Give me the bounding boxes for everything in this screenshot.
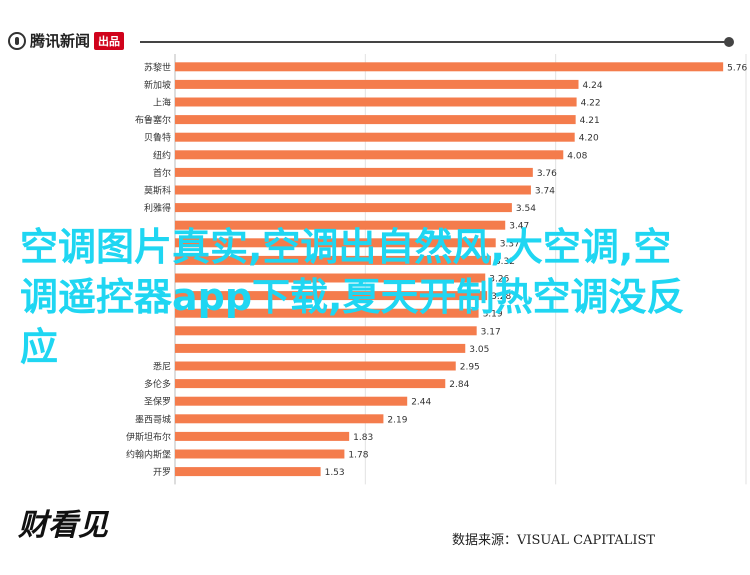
category-label-1: 新加坡 bbox=[144, 79, 171, 91]
category-label-20: 墨西哥城 bbox=[135, 414, 171, 425]
value-label-11: 3.32 bbox=[495, 257, 515, 267]
header-rule bbox=[140, 41, 730, 43]
category-label-3: 布鲁塞尔 bbox=[135, 114, 171, 126]
source-note: 数据来源：VISUAL CAPITALIST bbox=[452, 533, 656, 548]
category-label-7: 莫斯科 bbox=[144, 185, 171, 197]
category-label-23: 开罗 bbox=[153, 467, 171, 478]
value-label-15: 3.17 bbox=[481, 327, 501, 337]
bar-2 bbox=[175, 97, 577, 107]
value-label-3: 4.21 bbox=[580, 116, 600, 126]
bar-12 bbox=[175, 273, 486, 283]
value-label-8: 3.54 bbox=[516, 204, 536, 214]
value-label-6: 3.76 bbox=[537, 169, 557, 179]
value-label-12: 3.26 bbox=[489, 275, 509, 285]
value-label-17: 2.95 bbox=[460, 363, 480, 373]
value-label-21: 1.83 bbox=[353, 433, 373, 443]
category-label-5: 纽约 bbox=[153, 149, 171, 161]
bar-20 bbox=[175, 414, 384, 424]
bar-15 bbox=[175, 326, 477, 336]
value-label-18: 2.84 bbox=[449, 380, 469, 390]
value-label-0: 5.76 bbox=[727, 63, 747, 73]
tencent-news-logo: 腾讯新闻 出品 bbox=[8, 30, 125, 51]
value-label-2: 4.22 bbox=[581, 99, 601, 109]
logo-badge: 出品 bbox=[94, 31, 125, 50]
value-label-20: 2.19 bbox=[387, 415, 407, 425]
x-tick-label-2: 4 bbox=[553, 489, 559, 490]
value-label-22: 1.78 bbox=[348, 451, 368, 461]
category-label-6: 首尔 bbox=[153, 167, 171, 179]
value-label-10: 3.37 bbox=[500, 239, 520, 249]
category-label-18: 多伦多 bbox=[144, 378, 171, 390]
bar-chart: 5.76 苏黎世 4.24 新加坡 4.22 上海 4.21 布鲁塞尔 4.20 贝鲁特 4.08 纽… bbox=[126, 54, 747, 490]
bar-9 bbox=[175, 220, 506, 230]
bar-8 bbox=[175, 203, 512, 213]
caikanjian-logo: 财看见 bbox=[18, 508, 108, 543]
value-label-16: 3.05 bbox=[469, 345, 489, 355]
category-label-19: 圣保罗 bbox=[144, 396, 171, 408]
bar-18 bbox=[175, 379, 446, 389]
bar-10 bbox=[175, 238, 496, 248]
value-label-1: 4.24 bbox=[583, 81, 603, 91]
category-label-4: 贝鲁特 bbox=[144, 132, 171, 144]
bar-5 bbox=[175, 150, 564, 160]
bar-7 bbox=[175, 185, 531, 195]
bar-21 bbox=[175, 431, 350, 441]
header-rule-dot bbox=[724, 37, 734, 47]
value-label-23: 1.53 bbox=[325, 468, 345, 478]
bar-22 bbox=[175, 449, 345, 459]
value-label-9: 3.47 bbox=[509, 222, 529, 232]
category-label-17: 悉尼 bbox=[153, 361, 171, 373]
value-label-14: 3.19 bbox=[483, 310, 503, 320]
bar-23 bbox=[175, 467, 321, 477]
x-tick-label-0: 0 bbox=[172, 489, 178, 490]
bar-17 bbox=[175, 361, 456, 371]
category-label-0: 苏黎世 bbox=[144, 61, 171, 73]
value-label-13: 3.28 bbox=[491, 292, 511, 302]
category-label-8: 利雅得 bbox=[144, 202, 171, 214]
bar-0 bbox=[175, 62, 724, 72]
category-label-21: 伊斯坦布尔 bbox=[126, 431, 171, 443]
bar-14 bbox=[175, 308, 479, 318]
bar-1 bbox=[175, 79, 579, 89]
category-label-22: 约翰内斯堡 bbox=[126, 449, 171, 461]
tencent-news-icon bbox=[8, 31, 26, 50]
value-label-5: 4.08 bbox=[567, 151, 587, 161]
value-label-19: 2.44 bbox=[411, 398, 431, 408]
x-tick-label-1: 2 bbox=[362, 489, 368, 490]
bar-6 bbox=[175, 167, 533, 177]
logo-text: 腾讯新闻 bbox=[30, 32, 91, 50]
bar-16 bbox=[175, 343, 466, 353]
x-tick-label-3: 6 bbox=[740, 489, 746, 490]
value-label-7: 3.74 bbox=[535, 187, 555, 197]
overlay-title: 空调图片真实,空调出自然风,大空调,空调遥控器app下载,夏天开制热空调没反应 bbox=[20, 225, 685, 369]
bar-13 bbox=[175, 291, 488, 301]
bar-4 bbox=[175, 132, 575, 142]
header: 腾讯新闻 出品 bbox=[0, 0, 750, 58]
bar-3 bbox=[175, 115, 576, 125]
category-label-2: 上海 bbox=[153, 97, 171, 109]
bar-11 bbox=[175, 255, 491, 265]
value-label-4: 4.20 bbox=[579, 134, 599, 144]
bar-19 bbox=[175, 396, 408, 406]
